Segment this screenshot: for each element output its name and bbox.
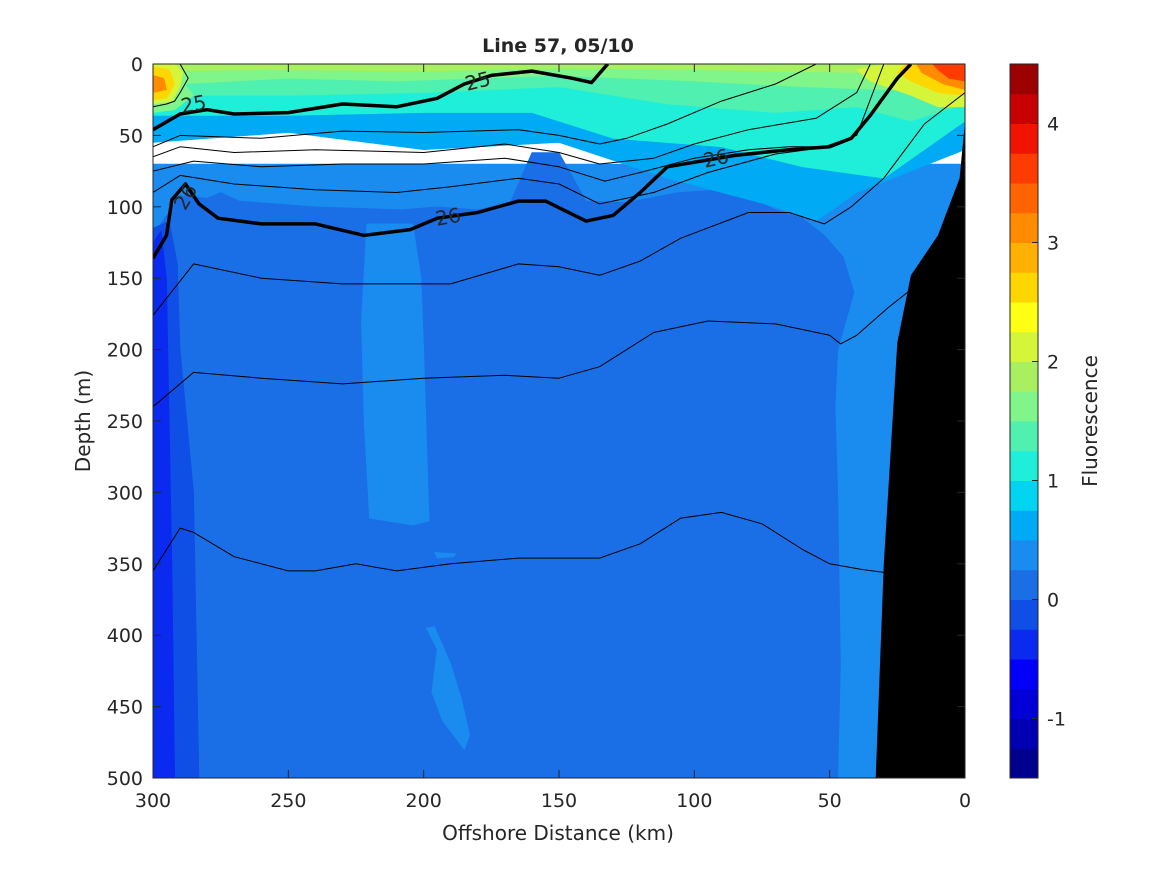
contour-line-bold — [153, 64, 913, 260]
x-tick-label: 100 — [676, 790, 712, 812]
colorbar-tick-label: 4 — [1047, 114, 1059, 136]
colorbar-segment — [1010, 212, 1038, 243]
colorbar-segment — [1010, 272, 1038, 303]
contour-label: 26 — [433, 203, 462, 231]
plot-area — [153, 64, 965, 778]
colorbar-segment — [1010, 123, 1038, 154]
contour-line — [153, 64, 189, 108]
filled-contours — [153, 64, 965, 778]
contour-line — [153, 146, 830, 205]
fill-region — [153, 75, 167, 93]
colorbar-segment — [1010, 331, 1038, 362]
contour-line — [153, 64, 871, 165]
colorbar-segment — [1010, 302, 1038, 333]
x-tick-label: 200 — [406, 790, 442, 812]
y-tick-label: 150 — [107, 268, 143, 290]
y-tick-label: 500 — [107, 768, 143, 790]
x-tick-label: 0 — [959, 790, 971, 812]
colorbar-segment — [1010, 718, 1038, 749]
x-tick-label: 150 — [541, 790, 577, 812]
seafloor-layer — [875, 121, 965, 778]
colorbar-tick-label: -1 — [1047, 709, 1066, 731]
y-axis-ticks: 0 50 100 150 200 250 300 350 400 450 500 — [107, 54, 965, 790]
contour-line — [153, 64, 817, 148]
colorbar-segment — [1010, 361, 1038, 392]
colorbar-segment — [1010, 153, 1038, 184]
contour-label: 25 — [463, 66, 494, 95]
colorbar-segment — [1010, 748, 1038, 779]
colorbar-segment — [1010, 599, 1038, 630]
y-tick-label: 400 — [107, 625, 143, 647]
contour-line — [153, 289, 912, 408]
fill-region — [153, 64, 965, 82]
fill-region — [932, 64, 965, 82]
y-tick-label: 200 — [107, 340, 143, 362]
y-tick-label: 100 — [107, 197, 143, 219]
colorbar-segment — [1010, 93, 1038, 124]
seafloor — [875, 121, 965, 778]
colorbar-segment — [1010, 629, 1038, 660]
colorbar-tick-label: 0 — [1047, 590, 1059, 612]
y-tick-label: 250 — [107, 411, 143, 433]
contour-line-bold — [153, 64, 610, 132]
contour-line — [153, 511, 884, 573]
colorbar-segment — [1010, 391, 1038, 422]
y-tick-label: 450 — [107, 697, 143, 719]
contour-label: 26 — [701, 144, 731, 173]
x-axis-label: Offshore Distance (km) — [442, 821, 674, 845]
x-tick-label: 50 — [818, 790, 842, 812]
contour-label: 25 — [179, 90, 208, 118]
contour-line — [153, 92, 965, 316]
y-tick-label: 0 — [131, 54, 143, 76]
colorbar-segment — [1010, 64, 1038, 95]
fill-region — [361, 223, 430, 526]
colorbar-segment — [1010, 242, 1038, 273]
x-tick-label: 250 — [270, 790, 306, 812]
colorbar-segment — [1010, 183, 1038, 214]
y-tick-label: 350 — [107, 554, 143, 576]
x-tick-label: 300 — [135, 790, 171, 812]
fill-region — [153, 230, 176, 778]
chart-title: Line 57, 05/10 — [482, 35, 634, 57]
y-axis-label: Depth (m) — [71, 370, 95, 472]
colorbar-segment — [1010, 480, 1038, 511]
density-contours — [153, 64, 965, 573]
colorbar-segment — [1010, 688, 1038, 719]
colorbar-tick-label: 3 — [1047, 233, 1059, 255]
y-tick-label: 50 — [119, 125, 143, 147]
colorbar: -1 0 1 2 3 4 — [1009, 63, 1066, 779]
colorbar-segment — [1010, 569, 1038, 600]
colorbar-tick-label: 1 — [1047, 471, 1059, 493]
x-axis-ticks: 300 250 200 150 100 50 0 — [135, 64, 971, 812]
colorbar-segment — [1010, 659, 1038, 690]
fill-region — [434, 552, 457, 559]
colorbar-segment — [1010, 421, 1038, 452]
colorbar-segment — [1010, 450, 1038, 481]
colorbar-tick-label: 2 — [1047, 352, 1059, 374]
fill-region — [153, 152, 855, 778]
colorbar-label: Fluorescence — [1078, 355, 1102, 487]
y-tick-label: 300 — [107, 482, 143, 504]
colorbar-frame — [1009, 63, 1039, 779]
colorbar-segment — [1010, 540, 1038, 571]
fill-region — [425, 626, 471, 751]
colorbar-segment — [1010, 510, 1038, 541]
